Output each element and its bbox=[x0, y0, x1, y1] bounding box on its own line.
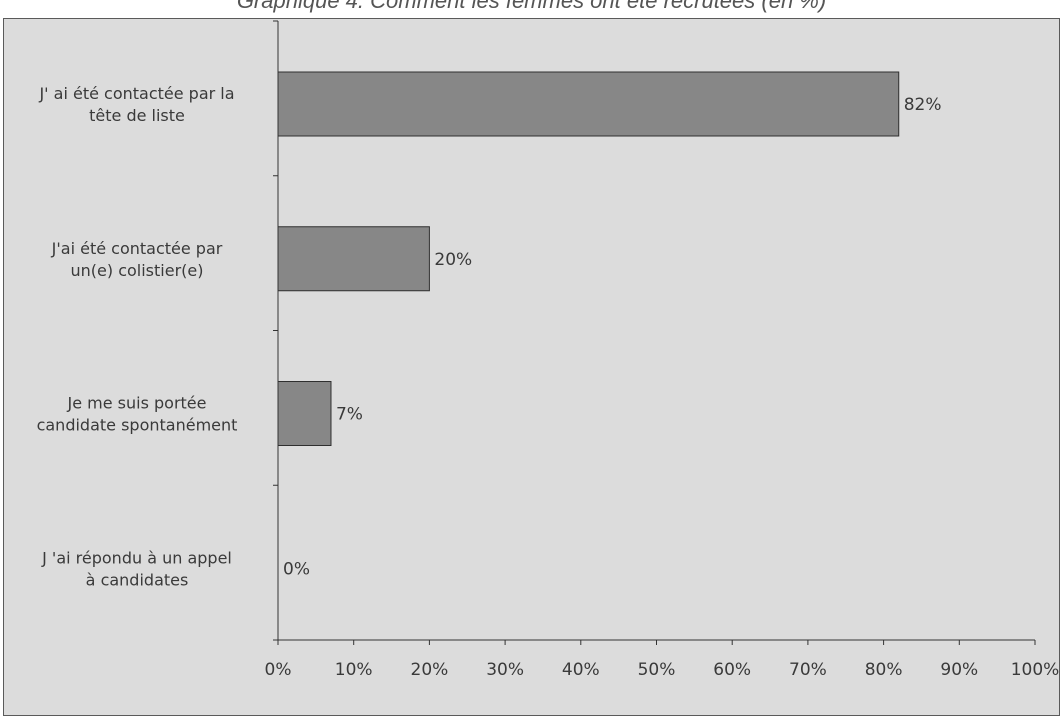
data-label-1: 20% bbox=[434, 250, 472, 270]
x-tick-label: 10% bbox=[335, 660, 373, 680]
bar-chart: 82% J' ai été contactée par la tête de lis… bbox=[37, 20, 1060, 680]
x-tick-label: 60% bbox=[713, 660, 751, 680]
x-tick-label: 90% bbox=[940, 660, 978, 680]
x-tick-label: 30% bbox=[486, 660, 524, 680]
x-tick-label: 0% bbox=[265, 660, 292, 680]
x-tick-label: 70% bbox=[789, 660, 827, 680]
data-label-3: 0% bbox=[283, 559, 310, 579]
bar-0 bbox=[277, 71, 900, 137]
data-label-0: 82% bbox=[904, 95, 942, 115]
x-tick-label: 100% bbox=[1011, 660, 1060, 680]
chart-panel: 82% J' ai été contactée par la tête de lis… bbox=[3, 18, 1060, 716]
x-tick-label: 40% bbox=[562, 660, 600, 680]
category-label-1: J'ai été contactée par un(e) colistier(e) bbox=[51, 239, 223, 280]
category-label-line: candidate spontanément bbox=[37, 416, 238, 435]
category-label-0: J' ai été contactée par la tête de liste bbox=[38, 84, 234, 125]
x-tick-label: 50% bbox=[638, 660, 676, 680]
category-label-line: Je me suis portée bbox=[67, 394, 207, 413]
category-label-line: J'ai été contactée par bbox=[51, 239, 223, 258]
category-label-line: un(e) colistier(e) bbox=[71, 261, 204, 280]
chart-title: Graphique 4. Comment les femmes ont été … bbox=[236, 0, 827, 13]
category-label-line: J 'ai répondu à un appel bbox=[41, 548, 232, 567]
x-tick-label: 20% bbox=[411, 660, 449, 680]
data-label-2: 7% bbox=[336, 405, 363, 425]
category-label-line: à candidates bbox=[86, 570, 189, 589]
title-strip: Graphique 4. Comment les femmes ont été … bbox=[0, 0, 1063, 18]
category-label-3: J 'ai répondu à un appel à candidates bbox=[41, 548, 232, 589]
x-tick-label: 80% bbox=[865, 660, 903, 680]
category-label-line: J' ai été contactée par la bbox=[38, 84, 234, 103]
category-label-line: tête de liste bbox=[89, 106, 185, 125]
category-label-2: Je me suis portée candidate spontanément bbox=[37, 394, 238, 435]
bar-1 bbox=[277, 226, 430, 292]
bar-2 bbox=[277, 381, 332, 446]
